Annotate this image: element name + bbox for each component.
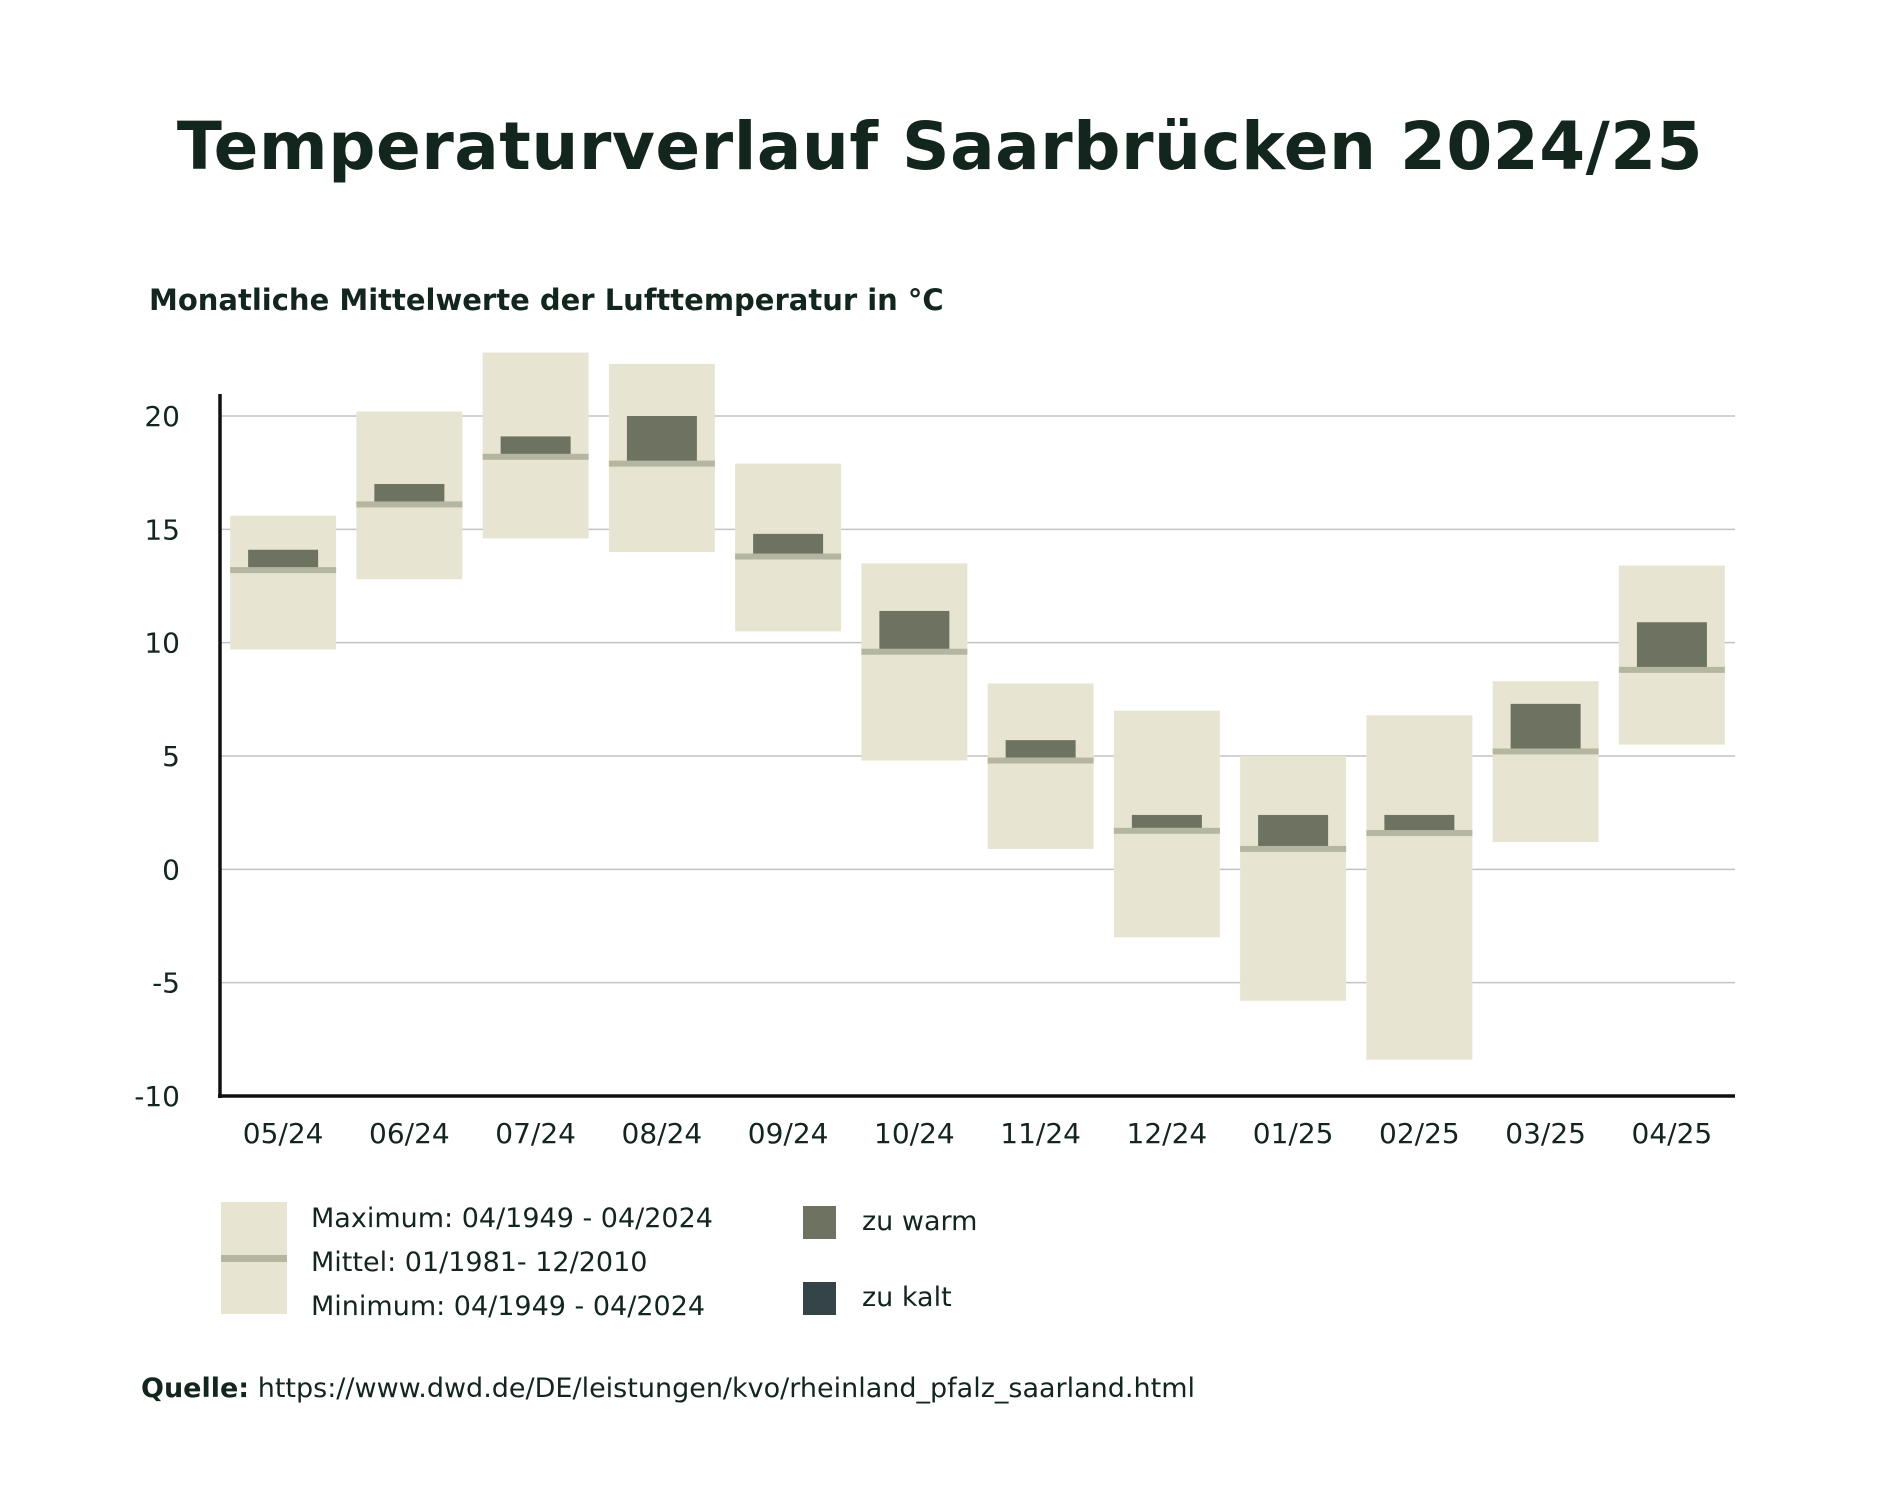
mean-marker <box>1492 748 1599 755</box>
mean-marker <box>861 648 968 655</box>
source-line: Quelle: https://www.dwd.de/DE/leistungen… <box>141 1373 1195 1404</box>
warm-bar <box>1005 740 1076 761</box>
range-bar <box>987 683 1094 849</box>
y-tick-label: 20 <box>144 400 180 433</box>
warm-bar <box>1384 814 1455 834</box>
legend-warm-swatch <box>803 1206 836 1239</box>
mean-marker <box>987 757 1094 764</box>
x-tick-label: 08/24 <box>622 1117 703 1150</box>
warm-bar <box>626 416 697 464</box>
x-tick-label: 04/25 <box>1632 1117 1713 1150</box>
legend-min-label: Minimum: 04/1949 - 04/2024 <box>311 1291 706 1322</box>
x-tick-label: 02/25 <box>1379 1117 1460 1150</box>
x-tick-label: 01/25 <box>1253 1117 1334 1150</box>
mean-marker <box>1618 666 1725 673</box>
warm-bar <box>753 533 824 557</box>
x-tick-label: 11/24 <box>1000 1117 1081 1150</box>
range-bar <box>1240 756 1347 1001</box>
mean-marker <box>735 553 842 560</box>
x-tick-label: 07/24 <box>495 1117 576 1150</box>
warm-bar <box>879 610 950 652</box>
warm-bar <box>374 484 445 505</box>
warm-bar <box>1510 703 1581 752</box>
y-tick-label: 5 <box>162 740 180 773</box>
warm-bar <box>1131 814 1202 831</box>
legend-max-label: Maximum: 04/1949 - 04/2024 <box>311 1203 713 1234</box>
x-tick-label: 12/24 <box>1127 1117 1208 1150</box>
range-bar <box>230 515 337 650</box>
temperature-chart: 20 15 10 5 0 -5 -10 05/24 06/24 07/24 08/24 09/24 10… <box>134 352 1735 1150</box>
x-tick-label: 09/24 <box>748 1117 829 1150</box>
mean-marker <box>608 460 715 467</box>
x-tick-label: 05/24 <box>243 1117 324 1150</box>
legend-mean-label: Mittel: 01/1981- 12/2010 <box>311 1247 648 1278</box>
y-tick-label: 15 <box>144 513 180 546</box>
axis-layer <box>218 394 1735 1098</box>
label-layer: 20 15 10 5 0 -5 -10 05/24 06/24 07/24 08/24 09/24 10… <box>134 400 1712 1150</box>
range-bar <box>1366 715 1473 1060</box>
mean-marker <box>356 501 463 508</box>
warm-bar <box>500 436 571 457</box>
y-tick-label: -10 <box>134 1080 180 1113</box>
legend-cold-label: zu kalt <box>862 1282 952 1313</box>
legend-cold-swatch <box>803 1282 836 1315</box>
range-bar <box>861 563 968 761</box>
y-tick-label: -5 <box>152 967 180 1000</box>
mean-marker <box>1240 845 1347 852</box>
legend-mean-swatch <box>221 1255 287 1262</box>
mean-marker <box>230 567 337 574</box>
x-tick-label: 03/25 <box>1505 1117 1586 1150</box>
x-tick-label: 10/24 <box>874 1117 955 1150</box>
source-link[interactable]: https://www.dwd.de/DE/leistungen/kvo/rhe… <box>257 1373 1196 1404</box>
y-tick-label: 0 <box>162 853 180 886</box>
warm-bar <box>248 549 319 571</box>
y-tick-label: 10 <box>144 627 180 660</box>
bars-layer <box>230 352 1725 1060</box>
chart-title: Temperaturverlauf Saarbrücken 2024/25 <box>176 108 1704 185</box>
mean-marker <box>1366 830 1473 837</box>
legend-warm-label: zu warm <box>862 1206 978 1237</box>
grid-layer <box>220 415 1735 984</box>
warm-bar <box>1258 814 1329 849</box>
source-label: Quelle: <box>141 1373 250 1404</box>
mean-marker <box>482 453 589 460</box>
warm-bar <box>1636 622 1707 670</box>
chart-subtitle: Monatliche Mittelwerte der Lufttemperatu… <box>149 283 944 317</box>
x-tick-label: 06/24 <box>369 1117 450 1150</box>
mean-marker <box>1113 827 1220 834</box>
